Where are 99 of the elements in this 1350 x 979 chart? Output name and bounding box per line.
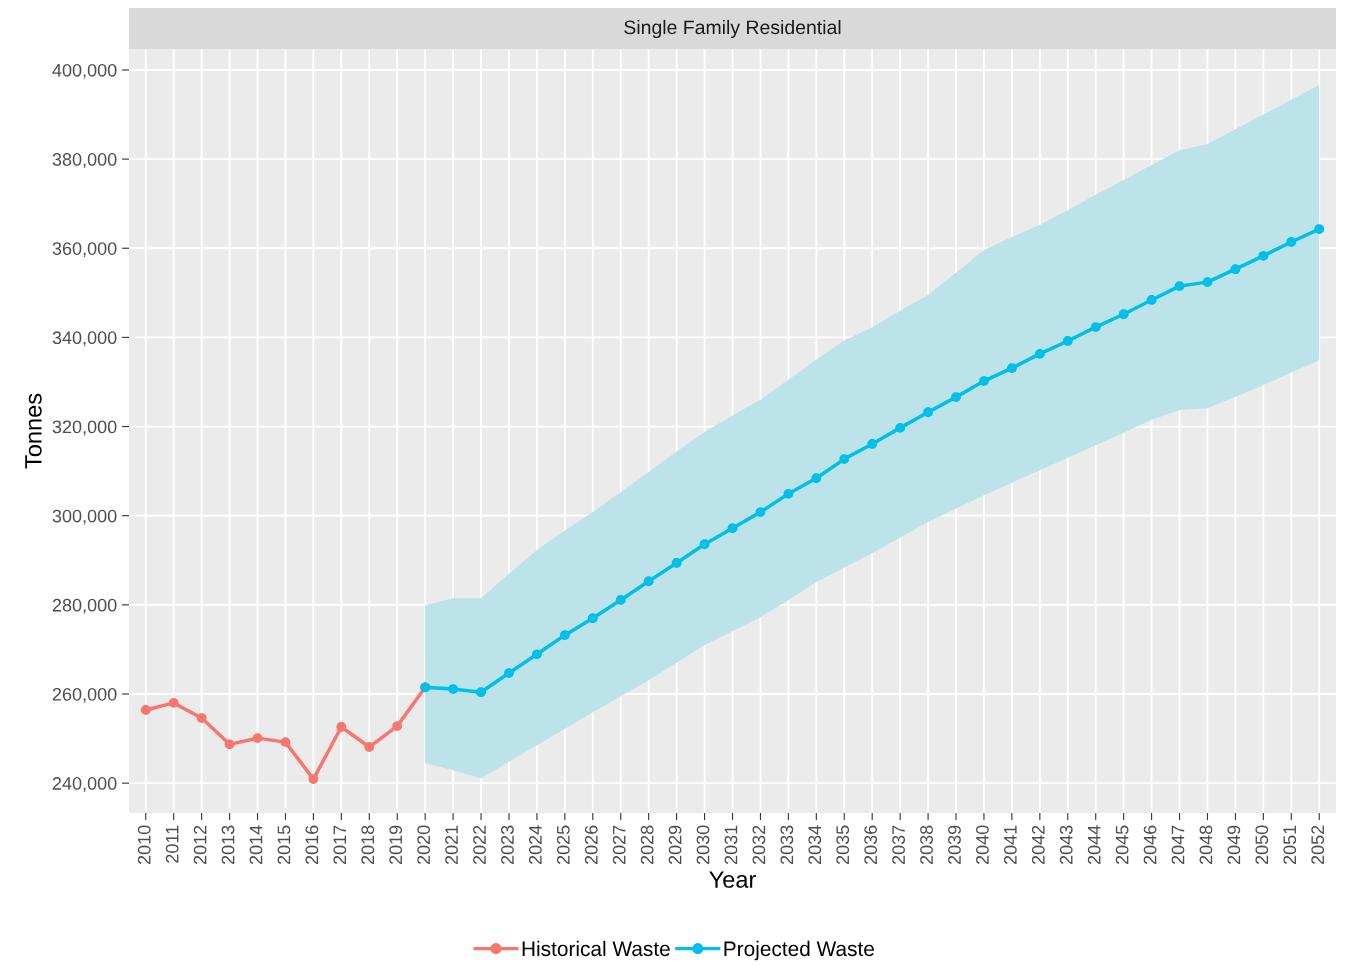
point — [895, 422, 906, 433]
chart-title: Single Family Residential — [624, 19, 841, 39]
x-tick-label: 2038 — [920, 825, 933, 865]
point — [476, 687, 486, 698]
point — [504, 668, 514, 678]
x-tick-label: 2012 — [193, 825, 207, 865]
x-tick-label: 2010 — [137, 825, 151, 865]
point — [839, 454, 850, 464]
point — [1118, 309, 1129, 320]
x-tick-label: 2022 — [473, 825, 486, 865]
legend-label: Historical Waste — [522, 940, 670, 957]
point — [643, 576, 654, 587]
x-tick-label: 2052 — [1311, 825, 1325, 865]
point — [1034, 348, 1045, 359]
x-tick-label: 2043 — [1059, 825, 1073, 865]
x-tick-label: 2045 — [1115, 825, 1129, 865]
point — [1006, 363, 1017, 374]
legend-label: Projected Waste — [724, 940, 874, 961]
x-tick-label: 2034 — [808, 825, 822, 865]
x-axis-title: Year — [709, 871, 756, 888]
point — [755, 507, 766, 518]
point — [224, 739, 235, 750]
x-tick-label: 2020 — [417, 825, 431, 865]
x-tick-label: 2031 — [724, 825, 738, 865]
x-tick-label: 2035 — [836, 825, 850, 865]
point — [280, 737, 291, 748]
point — [1174, 281, 1185, 292]
y-tick-label: 340,000 — [52, 331, 117, 347]
point — [448, 684, 459, 694]
point — [1146, 295, 1157, 305]
y-tick-label: 300,000 — [52, 509, 117, 525]
x-tick-label: 2016 — [305, 825, 319, 865]
x-tick-label: 2048 — [1199, 825, 1213, 865]
x-tick-label: 2032 — [752, 825, 766, 865]
x-tick-label: 2033 — [780, 825, 794, 865]
x-tick-label: 2042 — [1031, 825, 1045, 865]
y-tick-label: 320,000 — [52, 420, 117, 436]
x-tick-label: 2023 — [501, 825, 514, 865]
x-tick-label: 2019 — [389, 825, 403, 865]
point — [336, 722, 347, 732]
point — [392, 721, 403, 731]
x-tick-label: 2047 — [1171, 825, 1185, 865]
x-tick-label: 2049 — [1227, 825, 1241, 865]
x-tick-label: 2027 — [612, 825, 626, 865]
point — [168, 697, 179, 708]
point — [559, 630, 570, 641]
point — [1062, 336, 1073, 346]
point — [1258, 250, 1269, 261]
point — [587, 613, 598, 624]
x-tick-label: 2024 — [528, 825, 542, 865]
point — [923, 407, 933, 418]
x-tick-label: 2041 — [1003, 825, 1017, 865]
x-tick-label: 2026 — [584, 825, 598, 865]
x-tick-label: 2017 — [333, 825, 347, 865]
point — [979, 376, 989, 386]
y-tick-label: 400,000 — [52, 63, 117, 79]
x-tick-label: 2036 — [864, 825, 878, 865]
point — [140, 705, 151, 715]
point — [308, 774, 319, 785]
x-tick-label: 2021 — [445, 825, 458, 865]
point — [783, 488, 794, 499]
point — [1286, 237, 1297, 247]
point — [727, 523, 738, 534]
point — [532, 649, 542, 660]
point — [1314, 224, 1325, 234]
x-tick-label: 2030 — [696, 825, 710, 865]
x-tick-label: 2044 — [1087, 825, 1101, 865]
x-tick-label: 2039 — [948, 825, 961, 865]
x-tick-label: 2029 — [668, 825, 682, 865]
y-tick-label: 380,000 — [52, 153, 117, 168]
x-tick-label: 2051 — [1283, 825, 1297, 865]
y-tick-label: 240,000 — [52, 777, 117, 792]
x-tick-label: 2046 — [1143, 825, 1157, 865]
point — [1202, 277, 1213, 288]
point — [1230, 264, 1241, 275]
point — [364, 742, 375, 752]
point — [699, 539, 710, 550]
y-tick-label: 280,000 — [52, 598, 117, 614]
point — [951, 392, 961, 403]
x-tick-label: 2037 — [892, 825, 905, 865]
point — [196, 713, 207, 723]
x-tick-label: 2040 — [976, 825, 989, 865]
point — [671, 558, 682, 568]
point — [1090, 322, 1101, 333]
x-tick-label: 2015 — [277, 825, 291, 865]
x-tick-label: 2025 — [556, 825, 570, 865]
x-tick-label: 2014 — [249, 825, 263, 865]
x-tick-label: 2011 — [165, 825, 179, 863]
point — [615, 595, 626, 605]
y-axis-title: Tonnes — [25, 393, 42, 469]
y-tick-label: 360,000 — [52, 242, 117, 258]
point — [811, 473, 822, 484]
point — [252, 733, 263, 744]
x-tick-label: 2013 — [221, 825, 235, 865]
x-tick-label: 2028 — [640, 825, 654, 865]
x-tick-label: 2018 — [361, 825, 375, 865]
x-tick-label: 2050 — [1255, 825, 1269, 865]
point — [867, 439, 878, 449]
y-tick-label: 260,000 — [52, 687, 117, 703]
